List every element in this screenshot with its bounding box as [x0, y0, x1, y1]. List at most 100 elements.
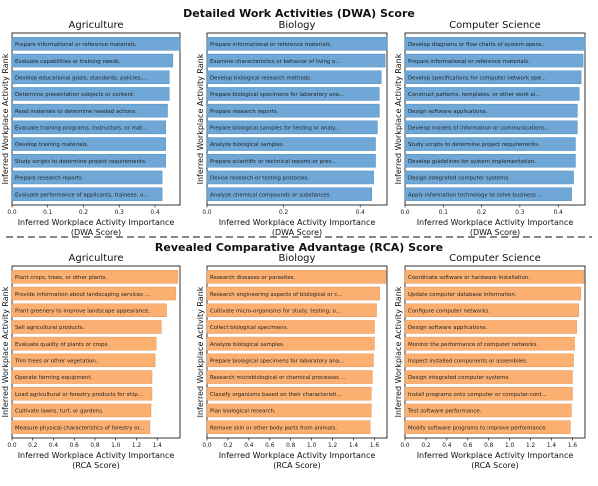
- bar-label: Apply information technology to solve bu…: [408, 192, 543, 198]
- bar-label: Research engineering aspects of biologic…: [210, 292, 343, 298]
- bar-label: Plant crops, trees, or other plants.: [15, 275, 107, 281]
- bar: [206, 303, 377, 318]
- section-title-dwa: Detailed Work Activities (DWA) Score: [183, 7, 415, 20]
- bar-label: Develop guidelines for system implementa…: [408, 159, 536, 165]
- bar-label: Test software performance.: [407, 409, 482, 415]
- bar: [11, 403, 152, 418]
- bar-label: Develop specifications for computer netw…: [408, 75, 546, 81]
- x-tick-label: 1.2: [132, 443, 142, 449]
- chart-panel-3: Agriculture Plant crops, trees, or other …: [1, 253, 181, 470]
- bar-label: Prepare research reports.: [15, 176, 84, 182]
- x-tick-label: 1.0: [111, 443, 121, 449]
- bar-label: Cultivate micro-organisms for study, tes…: [210, 308, 341, 314]
- bar-label: Inspect installed components or assembli…: [408, 359, 528, 365]
- bar: [404, 303, 579, 318]
- x-tick-label: 0.6: [265, 443, 275, 449]
- chart-panel-1: Biology Prepare informational or referenc…: [196, 20, 388, 237]
- x-tick-label: 0.8: [484, 443, 494, 449]
- x-tick-label: 1.4: [547, 443, 557, 449]
- bar: [206, 120, 378, 135]
- y-axis-label: Inferred Workplace Activity Rank: [196, 286, 205, 417]
- plot-frame: [404, 32, 586, 206]
- y-axis-label: Inferred Workplace Activity Rank: [1, 53, 10, 184]
- bar: [206, 353, 374, 368]
- bar-label: Develop models of information or communi…: [408, 126, 550, 132]
- bar-label: Operate farming equipment.: [15, 375, 92, 381]
- plot-frame: [11, 32, 181, 206]
- bar-label: Evaluate training programs, instructors,…: [15, 126, 148, 132]
- bar-label: Install programs onto computer or comput…: [408, 392, 547, 398]
- bar: [11, 137, 166, 151]
- x-tick-label: 0.0: [400, 443, 410, 449]
- bar: [206, 370, 373, 384]
- bar: [404, 370, 573, 384]
- plot-frame: [404, 265, 586, 439]
- chart-panel-0: Agriculture Prepare informational or refe…: [1, 20, 181, 237]
- bar-label: Develop educational goals, standards, po…: [15, 75, 148, 81]
- bar: [206, 170, 374, 185]
- x-tick-label: 0.8: [286, 443, 296, 449]
- x-tick-label: 0.4: [554, 210, 564, 216]
- bar-label: Devise research or testing protocols.: [210, 176, 309, 182]
- x-tick-label: 0.6: [463, 443, 473, 449]
- bar: [11, 270, 179, 284]
- bar-label: Determine presentation subjects or conte…: [15, 92, 135, 98]
- bar: [206, 420, 371, 434]
- bar: [206, 103, 380, 118]
- bar: [404, 270, 585, 284]
- bar: [206, 53, 386, 68]
- bar-label: Prepare scientific or technical reports …: [210, 159, 337, 165]
- bar-label: Research diseases or parasites.: [210, 275, 295, 281]
- bar-label: Load agricultural or forestry products f…: [15, 392, 143, 398]
- bar-label: Analyze biological samples.: [210, 142, 285, 148]
- bar-label: Classify organisms based on their charac…: [210, 392, 342, 398]
- chart-panel-5: Computer Science Coordinate software or h…: [394, 253, 586, 470]
- x-tick-label: 0.1: [439, 210, 449, 216]
- bar-label: Monitor the performance of computer netw…: [408, 342, 538, 348]
- y-axis-label: Inferred Workplace Activity Rank: [394, 286, 403, 417]
- bar: [404, 187, 572, 201]
- bar-label: Evaluate performance of applicants, trai…: [15, 192, 149, 198]
- bar-label: Develop training materials.: [15, 142, 89, 148]
- bar-label: Trim trees or other vegetation.: [14, 359, 98, 365]
- x-tick-label: 0.4: [150, 210, 160, 216]
- x-axis-label: (DWA Score): [470, 228, 520, 237]
- bar: [11, 53, 174, 68]
- y-axis-label: Inferred Workplace Activity Rank: [394, 53, 403, 184]
- bar-label: Research microbiological or chemical pro…: [210, 375, 346, 381]
- bar: [11, 386, 153, 401]
- bar-label: Prepare biological specimens for laborat…: [210, 92, 344, 98]
- x-tick-label: 0.2: [477, 210, 487, 216]
- x-axis-label: Inferred Workplace Activity Importance: [219, 451, 376, 460]
- bar-label: Design software applications.: [408, 325, 488, 331]
- section-title-rca: Revealed Comparative Advantage (RCA) Sco…: [155, 241, 443, 254]
- x-tick-label: 0.4: [244, 443, 254, 449]
- x-axis-label: (DWA Score): [272, 228, 322, 237]
- bar: [206, 386, 372, 401]
- bar-label: Design integrated computer systems.: [408, 176, 510, 182]
- bar-label: Sell agricultural products.: [15, 325, 85, 331]
- chart-panel-4: Biology Research diseases or parasites. Re…: [196, 253, 388, 470]
- x-tick-label: 1.6: [370, 443, 380, 449]
- x-tick-label: 0.6: [70, 443, 80, 449]
- x-axis-label: (RCA Score): [273, 461, 320, 470]
- chart-title: Computer Science: [449, 253, 541, 264]
- x-tick-label: 0.2: [223, 443, 233, 449]
- bar: [206, 70, 382, 85]
- bar: [404, 37, 586, 51]
- bar-label: Analyze biological samples.: [210, 342, 285, 348]
- chart-title: Agriculture: [69, 253, 124, 264]
- bar: [11, 170, 163, 185]
- bar-label: Configure computer networks.: [408, 308, 490, 314]
- bar: [11, 103, 168, 118]
- bar: [404, 403, 572, 418]
- bar: [206, 153, 376, 168]
- bar: [404, 420, 571, 434]
- bar: [11, 37, 181, 51]
- x-tick-label: 0.2: [28, 443, 38, 449]
- bar-label: Modify software programs to improve perf…: [408, 425, 547, 431]
- bar: [206, 403, 372, 418]
- x-tick-label: 0.0: [202, 210, 212, 216]
- x-tick-label: 1.2: [328, 443, 338, 449]
